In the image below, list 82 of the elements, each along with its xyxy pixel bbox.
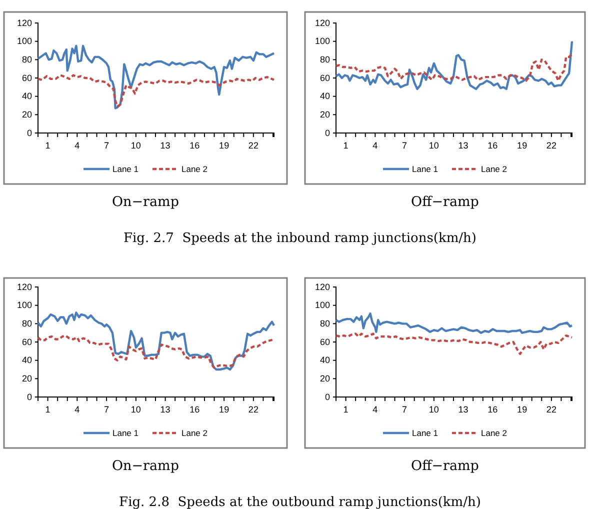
x-tick-label: 16	[488, 140, 498, 150]
x-tick-label: 19	[517, 140, 528, 150]
x-tick-label: 19	[219, 404, 230, 414]
line-series	[334, 312, 574, 334]
y-tick-label: 120	[16, 18, 32, 28]
x-tick-label: 16	[190, 140, 200, 150]
line-series	[36, 334, 276, 369]
line-series	[334, 332, 574, 356]
legend-label: Lane 1	[112, 428, 139, 438]
x-tick-label: 22	[546, 404, 556, 414]
y-tick-label: 40	[22, 91, 32, 102]
x-tick-label: 7	[402, 404, 408, 414]
y-tick-label: 80	[22, 318, 32, 329]
line-series	[334, 52, 574, 82]
x-tick-label: 1	[45, 404, 50, 414]
y-tick-label: 100	[314, 300, 330, 310]
y-tick-label: 60	[22, 336, 32, 347]
x-tick-label: 16	[488, 404, 498, 414]
y-tick-label: 100	[16, 300, 32, 310]
y-tick-label: 40	[22, 355, 32, 366]
text: Off−ramp	[411, 194, 479, 210]
legend-label: Lane 2	[182, 428, 208, 438]
x-tick-label: 22	[248, 404, 258, 414]
x-tick-label: 7	[402, 140, 408, 150]
y-tick-label: 100	[314, 36, 330, 46]
x-tick-label: 10	[428, 404, 439, 414]
x-tick-label: 4	[372, 404, 378, 414]
line-series	[36, 312, 276, 371]
x-tick-label: 10	[130, 404, 141, 414]
y-tick-label: 20	[320, 374, 330, 384]
y-tick-label: 0	[26, 392, 32, 402]
y-tick-label: 80	[320, 54, 330, 65]
y-tick-label: 120	[314, 282, 330, 292]
text: Off−ramp	[411, 458, 479, 474]
x-tick-label: 7	[104, 140, 110, 150]
y-tick-label: 120	[16, 282, 32, 292]
y-tick-label: 40	[320, 91, 330, 102]
text: On−ramp	[112, 458, 180, 474]
y-tick-label: 100	[16, 36, 32, 46]
line-series	[36, 74, 276, 108]
y-tick-label: 20	[22, 374, 32, 384]
x-tick-label: 10	[130, 140, 141, 150]
y-tick-label: 0	[324, 128, 330, 138]
caption: Fig. 2.7 Speeds at the inbound ramp junctions(km/h)	[123, 231, 477, 246]
legend-label: Lane 2	[182, 164, 208, 174]
line-series	[334, 40, 574, 90]
x-tick-label: 13	[458, 140, 468, 150]
x-tick-label: 16	[190, 404, 200, 414]
text: On−ramp	[112, 194, 180, 210]
x-tick-label: 13	[160, 140, 170, 150]
x-tick-label: 4	[372, 140, 378, 150]
x-tick-label: 4	[74, 140, 80, 150]
y-tick-label: 20	[320, 110, 330, 120]
y-tick-label: 40	[320, 355, 330, 366]
x-tick-label: 10	[428, 140, 439, 150]
legend-label: Lane 2	[481, 164, 508, 174]
x-tick-label: 1	[343, 140, 348, 150]
y-tick-label: 60	[320, 336, 330, 347]
legend-label: Lane 1	[412, 428, 438, 438]
y-tick-label: 120	[314, 18, 330, 28]
x-tick-label: 1	[343, 404, 348, 414]
x-tick-label: 13	[160, 404, 170, 414]
x-tick-label: 19	[517, 404, 528, 414]
legend-label: Lane 1	[112, 164, 139, 174]
y-tick-label: 80	[22, 54, 32, 65]
x-tick-label: 13	[458, 404, 468, 414]
x-tick-label: 4	[74, 404, 80, 414]
legend-label: Lane 1	[412, 164, 438, 174]
y-tick-label: 80	[320, 318, 330, 329]
x-tick-label: 7	[104, 404, 110, 414]
legend-label: Lane 2	[481, 428, 508, 438]
x-tick-label: 1	[45, 140, 50, 150]
y-tick-label: 20	[22, 110, 32, 120]
x-tick-label: 19	[219, 140, 230, 150]
y-tick-label: 0	[26, 128, 32, 138]
y-tick-label: 60	[22, 72, 32, 83]
line-series	[36, 44, 276, 110]
x-tick-label: 22	[248, 140, 258, 150]
y-tick-label: 0	[324, 392, 330, 402]
caption: Fig. 2.8 Speeds at the outbound ramp junctions(km/h)	[119, 495, 481, 509]
y-tick-label: 60	[320, 72, 330, 83]
x-tick-label: 22	[546, 140, 556, 150]
